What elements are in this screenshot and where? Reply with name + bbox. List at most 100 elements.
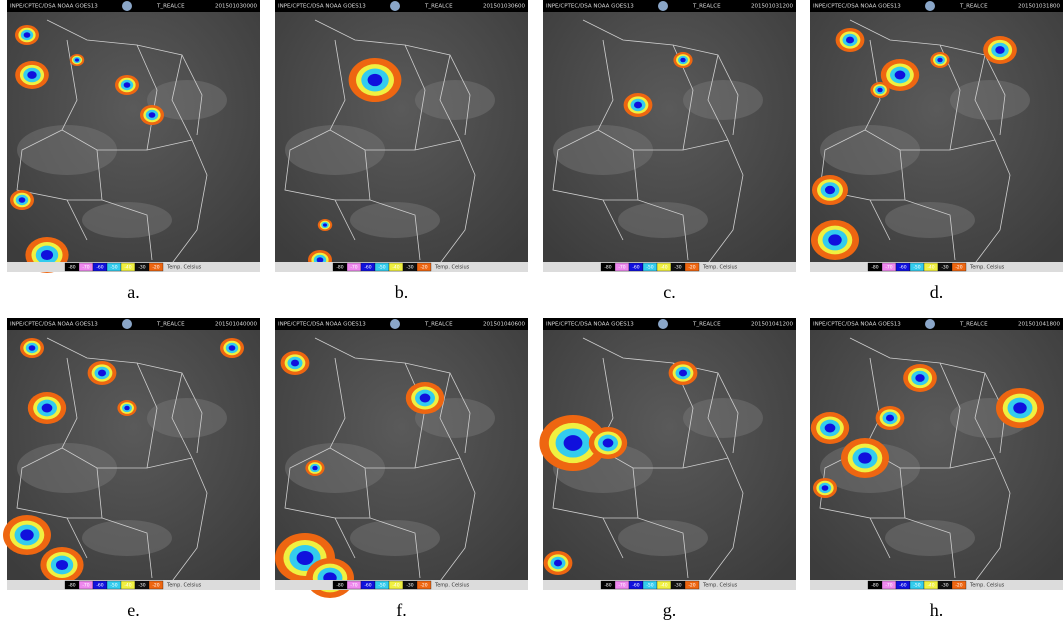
colorbar-swatch (148, 262, 164, 272)
state-border (96, 149, 153, 261)
convective-cell (27, 71, 37, 79)
convective-cell (915, 374, 925, 382)
satellite-panel: INPE/CPTEC/DSA NOAA GOES13 T_REALCE 201501… (7, 0, 260, 273)
convective-cell (322, 223, 328, 227)
convective-cell (290, 359, 300, 367)
colorbar-label: -40 (392, 583, 399, 589)
colorbar-label: -30 (674, 583, 681, 589)
state-border (552, 129, 624, 241)
state-border (16, 447, 88, 559)
header-source: INPE/CPTEC/DSA NOAA GOES13 (10, 4, 98, 10)
header-product: T_REALCE (424, 4, 453, 10)
state-border (61, 357, 193, 469)
colorbar-label: -40 (660, 583, 667, 589)
state-border (632, 149, 689, 261)
convective-cell (824, 185, 836, 195)
convective-cell (28, 345, 36, 351)
cloud-patch (82, 202, 172, 238)
colorbar-unit: Temp. Celsius (969, 265, 1005, 271)
convective-cell (633, 101, 643, 109)
state-border (899, 149, 956, 261)
convective-cell (845, 36, 855, 44)
convective-cell (828, 234, 842, 246)
header-timestamp: 201501031800 (1018, 4, 1060, 10)
colorbar-label: -20 (688, 265, 695, 271)
colorbar-swatch (951, 262, 967, 272)
header-bar (810, 318, 1063, 330)
header-timestamp: 201501041200 (751, 322, 793, 328)
colorbar-label: -80 (68, 583, 75, 589)
state-border (969, 372, 1011, 589)
colorbar-label: -60 (899, 583, 906, 589)
colorbar-label: -20 (152, 265, 159, 271)
convective-cell (563, 435, 583, 451)
state-border (96, 467, 153, 579)
state-border (46, 19, 203, 136)
colorbar-label: -60 (96, 583, 103, 589)
panel-caption: h. (930, 600, 944, 620)
header-source: INPE/CPTEC/DSA NOAA GOES13 (278, 322, 366, 328)
convective-cell (123, 82, 131, 88)
colorbar-label: -40 (927, 265, 934, 271)
colorbar-label: -50 (913, 583, 920, 589)
cloud-patch (553, 125, 653, 175)
colorbar-label: -20 (152, 583, 159, 589)
colorbar-label: -80 (604, 265, 611, 271)
colorbar-label: -60 (632, 265, 639, 271)
cloud-patch (885, 202, 975, 238)
colorbar-unit: Temp. Celsius (166, 265, 202, 271)
colorbar-label: -60 (364, 583, 371, 589)
cloud-patch (618, 202, 708, 238)
header-product: T_REALCE (692, 4, 721, 10)
convective-cell (40, 249, 54, 261)
state-border (597, 39, 729, 151)
convective-cell (148, 112, 156, 118)
logo (925, 319, 935, 329)
colorbar-label: -70 (350, 265, 357, 271)
state-border (969, 54, 1011, 271)
header-source: INPE/CPTEC/DSA NOAA GOES13 (546, 322, 634, 328)
header-timestamp: 201501031200 (751, 4, 793, 10)
colorbar-label: -70 (618, 265, 625, 271)
header-product: T_REALCE (424, 322, 453, 328)
state-border (597, 357, 729, 469)
header-timestamp: 201501040000 (215, 322, 257, 328)
state-border (939, 362, 961, 469)
colorbar-label: -70 (885, 583, 892, 589)
header-timestamp: 201501040600 (483, 322, 525, 328)
colorbar-swatch (416, 580, 432, 590)
colorbar-swatch (416, 262, 432, 272)
colorbar-label: -60 (96, 265, 103, 271)
cloud-patch (285, 125, 385, 175)
panel-caption: b. (395, 282, 409, 302)
colorbar-label: -70 (350, 583, 357, 589)
colorbar-label: -50 (646, 265, 653, 271)
panel-caption: f. (396, 600, 407, 620)
colorbar-label: -50 (646, 583, 653, 589)
colorbar-label: -50 (913, 265, 920, 271)
colorbar-label: -40 (124, 265, 131, 271)
state-border (136, 362, 158, 469)
colorbar-label: -80 (871, 265, 878, 271)
state-border (364, 149, 421, 261)
state-border (702, 372, 744, 589)
state-border (136, 44, 158, 151)
convective-cell (894, 70, 906, 80)
colorbar-unit: Temp. Celsius (434, 265, 470, 271)
colorbar-swatch (148, 580, 164, 590)
convective-cell (97, 369, 107, 377)
colorbar-label: -70 (885, 265, 892, 271)
convective-cell (228, 345, 236, 351)
convective-cell (885, 414, 895, 422)
header-bar (275, 0, 528, 12)
convective-cell (74, 58, 80, 62)
panel-caption: c. (663, 282, 676, 302)
convective-cell (367, 73, 383, 87)
header-product: T_REALCE (959, 322, 988, 328)
cloud-patch (17, 443, 117, 493)
cloud-patch (350, 520, 440, 556)
logo (122, 319, 132, 329)
state-border (284, 447, 356, 559)
colorbar-label: -60 (364, 265, 371, 271)
cloud-patch (618, 520, 708, 556)
